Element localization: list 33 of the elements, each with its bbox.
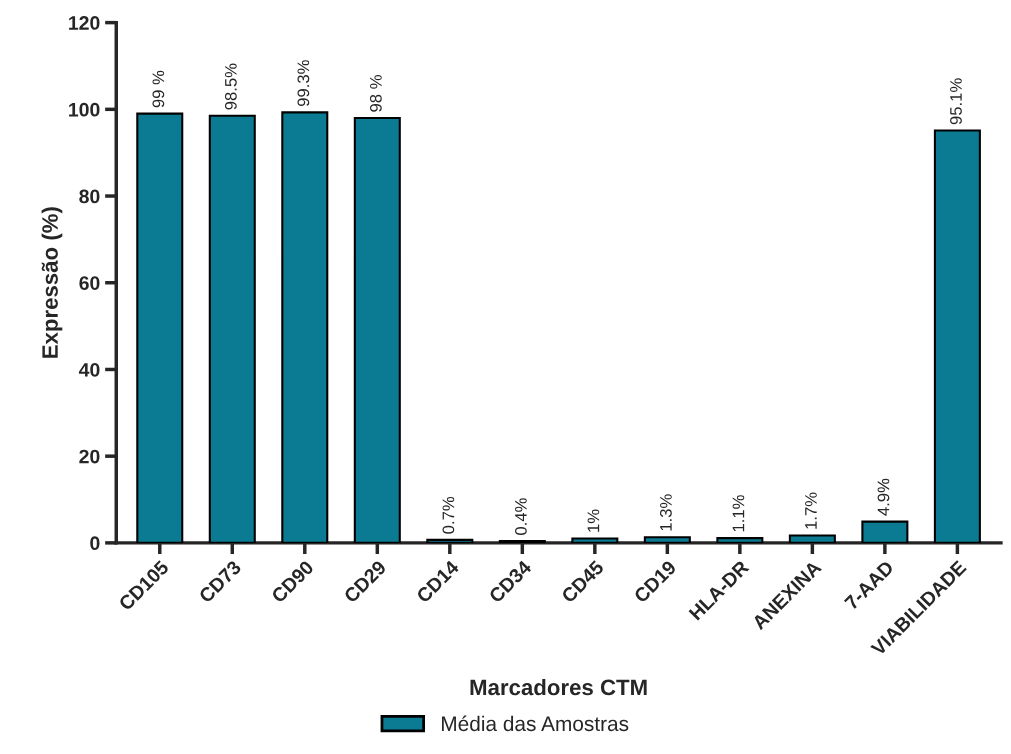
bar [208,114,256,543]
bar [426,538,474,543]
text: 1.1% [732,495,745,532]
bar [571,537,619,543]
bar [281,111,329,543]
text: 0.7% [442,496,455,534]
bar [861,520,909,543]
text: 98 % [369,75,382,112]
bar [643,536,691,543]
y-tick-label: 100 [69,102,100,117]
text: 1.3% [660,494,672,531]
text: 1% [587,509,600,532]
y-tick-label: 60 [79,276,100,290]
text: 1.7% [805,492,817,529]
y-tick-label: 20 [79,449,100,464]
bar [136,112,184,543]
text: 0.4% [514,498,527,535]
bar [716,537,764,543]
y-tick-label: 0 [90,536,100,551]
y-tick-label: 120 [69,16,100,30]
x-axis-title: Marcadores CTM [470,678,647,696]
y-axis-title: Expressão (%) [41,207,63,358]
text: 4.9% [877,478,890,516]
text: 99.3% [297,60,310,107]
y-tick-label: 80 [79,189,100,204]
bar [353,116,401,543]
text: 98.5% [224,63,237,110]
text: 99 % [152,70,165,108]
bar [933,129,981,543]
y-tick-label: 40 [78,362,100,377]
text: 95.1% [950,78,962,125]
legend-label: Média das Amostras [442,715,629,732]
bar [788,534,836,543]
